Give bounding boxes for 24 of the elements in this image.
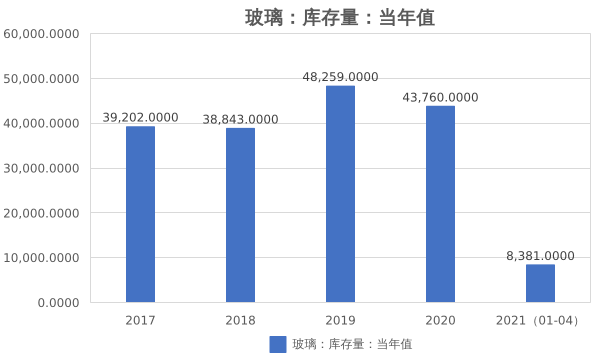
data-label: 43,760.0000 xyxy=(402,90,479,104)
x-tick-label: 2018 xyxy=(225,314,256,328)
y-tick-label: 20,000.0000 xyxy=(3,206,80,220)
y-tick-label: 30,000.0000 xyxy=(3,162,80,176)
y-tick-label: 50,000.0000 xyxy=(3,72,80,86)
data-label: 38,843.0000 xyxy=(202,112,279,126)
bar xyxy=(326,86,355,302)
data-label: 8,381.0000 xyxy=(506,248,575,263)
y-tick-label: 0.0000 xyxy=(38,296,80,310)
x-tick-label: 2020 xyxy=(425,314,456,328)
x-tick-label: 2017 xyxy=(125,314,156,328)
bar xyxy=(526,264,555,302)
y-tick-label: 60,000.0000 xyxy=(3,27,80,41)
bar xyxy=(126,126,155,302)
legend-label: 玻璃：库存量：当年值 xyxy=(292,336,412,352)
y-tick-label: 10,000.0000 xyxy=(3,251,80,266)
bar xyxy=(426,106,455,302)
y-tick-label: 40,000.0000 xyxy=(3,116,80,131)
bar xyxy=(226,128,255,302)
x-tick-label: 2021（01-04） xyxy=(496,314,586,328)
data-label: 39,202.0000 xyxy=(102,110,179,125)
x-tick-label: 2019 xyxy=(325,314,356,328)
data-label: 48,259.0000 xyxy=(302,70,379,84)
chart-title: 玻璃：库存量：当年值 xyxy=(244,6,436,28)
